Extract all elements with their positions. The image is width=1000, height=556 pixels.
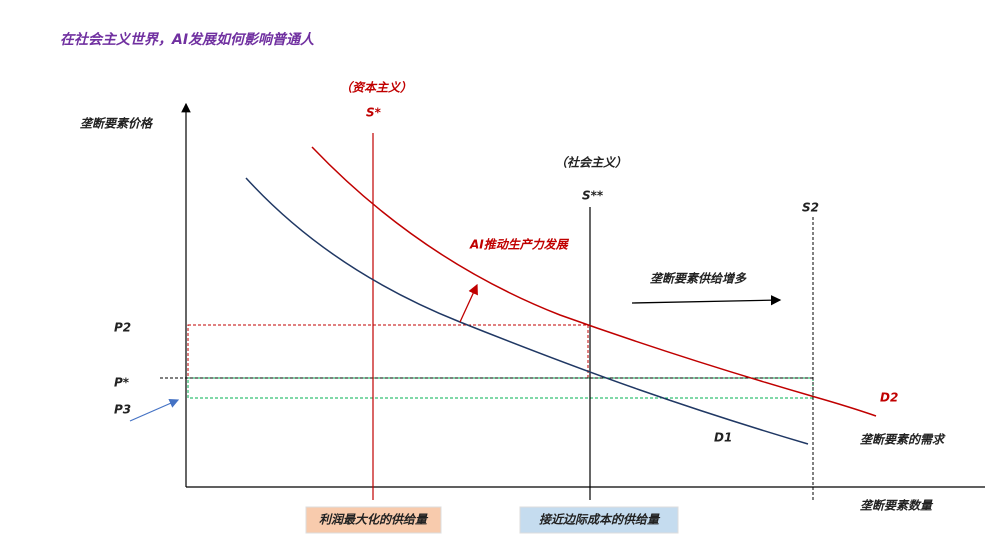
- title: 在社会主义世界，AI发展如何影响普通人: [60, 31, 315, 48]
- ai-growth-label: AI推动生产力发展: [469, 238, 570, 252]
- p2-area: [187, 324, 589, 379]
- y-axis-label: 垄断要素价格: [80, 117, 154, 131]
- s2-label: S2: [802, 201, 819, 215]
- profit-max-label: 利润最大化的供给量: [319, 513, 429, 527]
- demand-label: 垄断要素的需求: [860, 433, 946, 447]
- p2-label: P2: [114, 321, 131, 335]
- d1-curve: [245, 177, 809, 445]
- marginal-cost-box: [519, 506, 679, 534]
- x-axis-label: 垄断要素数量: [860, 499, 934, 513]
- d2-label: D2: [880, 391, 898, 405]
- d1-label: D1: [714, 431, 732, 445]
- ai-arrow: [459, 283, 478, 323]
- d2-curve: [311, 146, 877, 417]
- socialism-note: （社会主义）: [555, 156, 627, 170]
- p-star-label: P*: [114, 376, 130, 390]
- marginal-cost-label: 接近边际成本的供给量: [539, 513, 661, 527]
- s-star-label: S*: [366, 106, 382, 120]
- supply-increase-label: 垄断要素供给增多: [650, 272, 747, 286]
- p3-label: P3: [114, 403, 131, 417]
- s-double-star-label: S**: [582, 189, 604, 203]
- p3-area: [187, 377, 814, 399]
- p3-arrow: [129, 398, 180, 422]
- supply-arrow: [631, 294, 782, 306]
- profit-max-box: [305, 506, 442, 534]
- capitalism-note: （资本主义）: [340, 81, 412, 95]
